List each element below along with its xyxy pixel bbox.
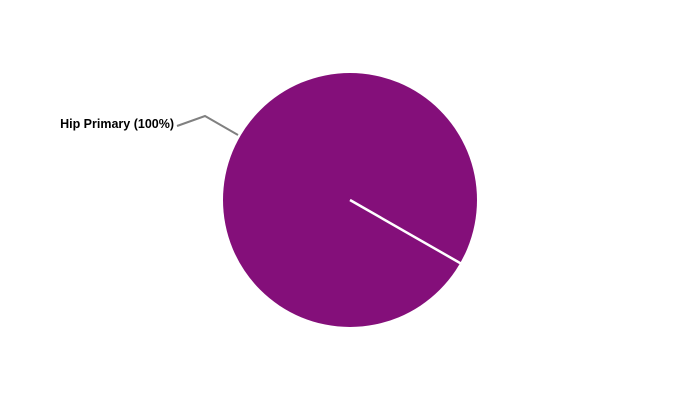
leader-line — [176, 114, 239, 136]
slice-label: Hip Primary (100%) — [60, 117, 174, 131]
slice-separator — [349, 198, 463, 266]
